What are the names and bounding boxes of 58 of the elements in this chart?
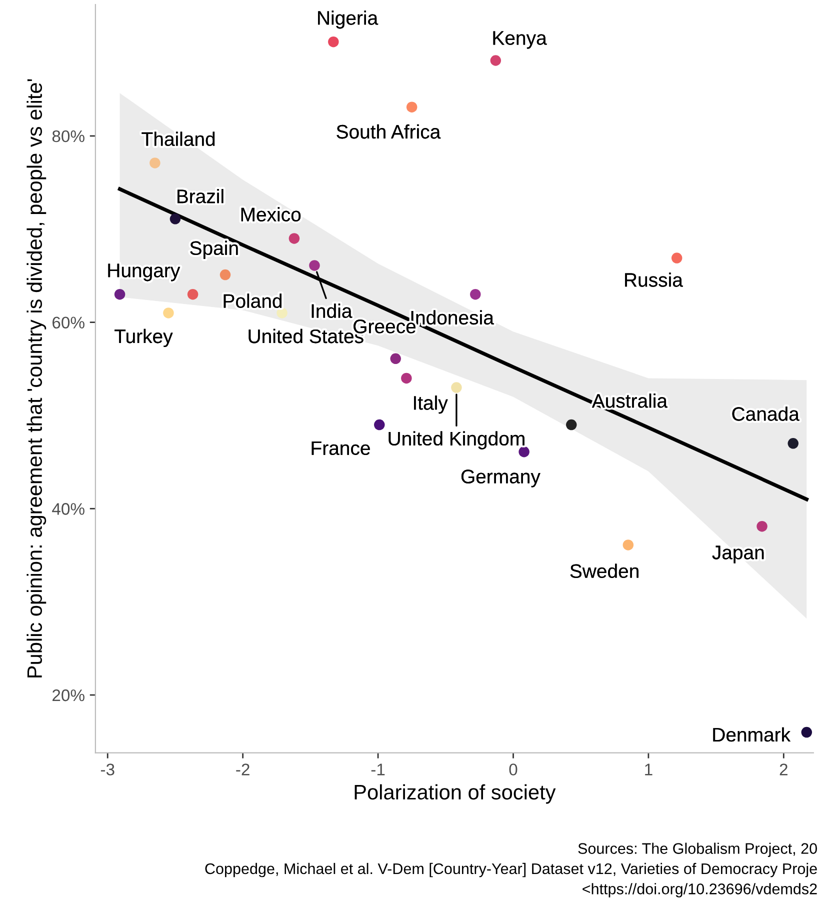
point — [328, 36, 339, 48]
point — [220, 269, 231, 280]
annotation: Spain — [190, 240, 238, 259]
y-tick-label: 20% — [52, 689, 84, 702]
x-axis-title: Polarization of society — [354, 784, 556, 804]
point — [622, 540, 634, 550]
point — [566, 419, 577, 430]
x-tick-label: 2 — [780, 764, 788, 776]
point — [170, 214, 181, 224]
source-note: Sources: The Globalism Project, 20 — [578, 842, 817, 857]
annotation: Canada — [732, 406, 800, 421]
point — [390, 353, 401, 364]
x-tick-label: 1 — [645, 764, 652, 776]
text: Coppedge, Michael et al. V-Dem [Country-Year] Dataset v12, Varieties of Democracy Proje — [205, 862, 817, 878]
point — [788, 438, 798, 449]
y-axis-title: Public opinion: agreement that 'country is divided, people vs elite' — [26, 79, 46, 678]
annotation: Turkey — [114, 328, 173, 348]
annotation: France — [312, 441, 370, 456]
point — [671, 252, 682, 264]
annotation: Thailand — [142, 132, 215, 146]
point — [309, 260, 320, 271]
annotation: Japan — [712, 546, 764, 564]
text: <https://doi.org/10.23696/vdemds2 — [582, 883, 817, 898]
annotation: India — [312, 304, 352, 318]
annotation: Denmark — [713, 727, 791, 742]
x-tick-label: -3 — [100, 764, 114, 776]
y-tick-label: 40% — [52, 503, 84, 515]
annotation: Kenya — [493, 31, 547, 49]
y-tick-label: 60% — [52, 316, 84, 329]
point — [756, 520, 768, 532]
point — [114, 288, 126, 300]
annotation: Sweden — [570, 564, 638, 578]
x-tick-label: 0 — [509, 764, 518, 776]
point — [490, 55, 502, 66]
annotation: Nigeria — [318, 10, 378, 29]
point — [288, 233, 300, 244]
annotation: Poland — [224, 294, 282, 308]
point — [801, 726, 812, 738]
annotation: Russia — [625, 272, 683, 287]
x-tick-label: -2 — [236, 764, 250, 776]
point — [163, 308, 174, 318]
point — [374, 419, 385, 430]
point — [401, 372, 412, 384]
point — [470, 288, 481, 300]
x-tick-label: -1 — [371, 764, 385, 776]
annotation: Mexico — [241, 207, 301, 222]
point — [451, 382, 462, 393]
annotation: Brazil — [178, 188, 224, 204]
point — [406, 102, 418, 112]
annotation: South Africa — [336, 124, 441, 139]
y-tick-label: 80% — [52, 130, 84, 142]
annotation: Germany — [461, 470, 540, 488]
point — [150, 158, 160, 168]
point — [187, 288, 198, 300]
annotation: United Kingdom — [388, 431, 524, 450]
annotation: Australia — [592, 394, 668, 408]
annotation: Hungary — [108, 264, 180, 282]
annotation: Italy — [414, 396, 448, 414]
